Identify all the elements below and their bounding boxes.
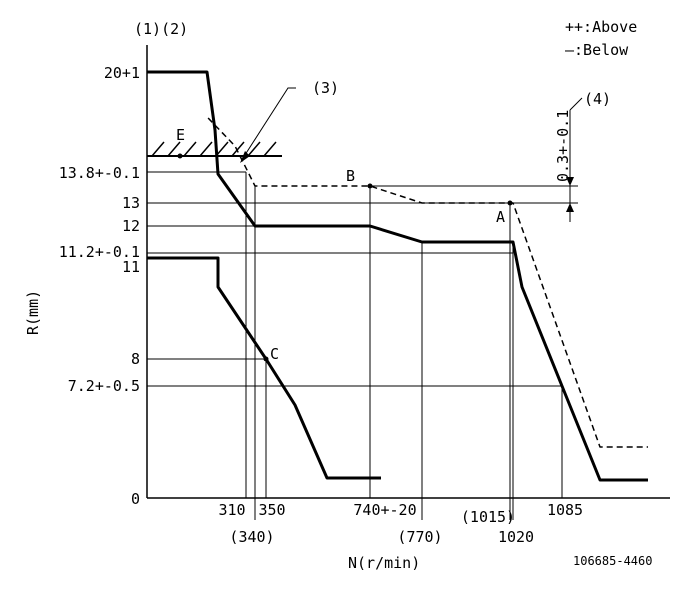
point-label-c: C xyxy=(270,345,279,363)
x-tick-310: 310 xyxy=(218,501,245,519)
x-tick-350: 350 xyxy=(258,501,285,519)
y-tick-7-2: 7.2+-0.5 xyxy=(68,377,140,395)
point-marker-b xyxy=(367,183,373,189)
point-label-a: A xyxy=(496,208,505,226)
y-tick-0: 0 xyxy=(131,490,140,508)
callout-leader-4 xyxy=(569,97,583,111)
callout-label-4: (4) xyxy=(584,90,611,108)
series-layer xyxy=(147,70,648,482)
legend-above: ++:Above xyxy=(565,18,637,36)
dimension-arrow-down xyxy=(566,177,574,186)
stop-hatching xyxy=(151,141,277,157)
point-marker-e xyxy=(177,153,183,159)
y-tick-20: 20+1 xyxy=(104,64,140,82)
x-tick-1020: 1020 xyxy=(498,528,534,546)
series-above-line xyxy=(207,117,648,448)
x-tick-770: (770) xyxy=(397,528,442,546)
x-tick-740: 740+-20 xyxy=(353,501,416,519)
header-label: (1)(2) xyxy=(134,20,188,38)
figure-id: 106685-4460 xyxy=(573,554,652,568)
y-axis-label: R(mm) xyxy=(24,290,42,335)
point-label-b: B xyxy=(346,167,355,185)
point-marker-a xyxy=(507,200,513,206)
y-tick-11: 11 xyxy=(122,258,140,276)
dimension-arrow-up xyxy=(566,203,574,212)
point-marker-c xyxy=(263,356,269,362)
x-tick-1085: 1085 xyxy=(547,501,583,519)
y-tick-8: 8 xyxy=(131,350,140,368)
callout-label-3: (3) xyxy=(312,79,339,97)
y-tick-13-8: 13.8+-0.1 xyxy=(59,164,140,182)
x-axis-label: N(r/min) xyxy=(348,554,420,572)
x-tick-1015: (1015) xyxy=(461,508,515,526)
callout-leader-3 xyxy=(242,87,296,159)
point-label-e: E xyxy=(176,126,185,144)
y-tick-12: 12 xyxy=(122,217,140,235)
x-tick-340: (340) xyxy=(229,528,274,546)
y-tick-13: 13 xyxy=(122,194,140,212)
series-below-line xyxy=(147,70,648,482)
dimension-gap-label: 0.3+-0.1 xyxy=(554,110,572,182)
legend-below: —:Below xyxy=(565,41,629,59)
series-c-line xyxy=(147,256,381,480)
y-tick-11-2: 11.2+-0.1 xyxy=(59,243,140,261)
